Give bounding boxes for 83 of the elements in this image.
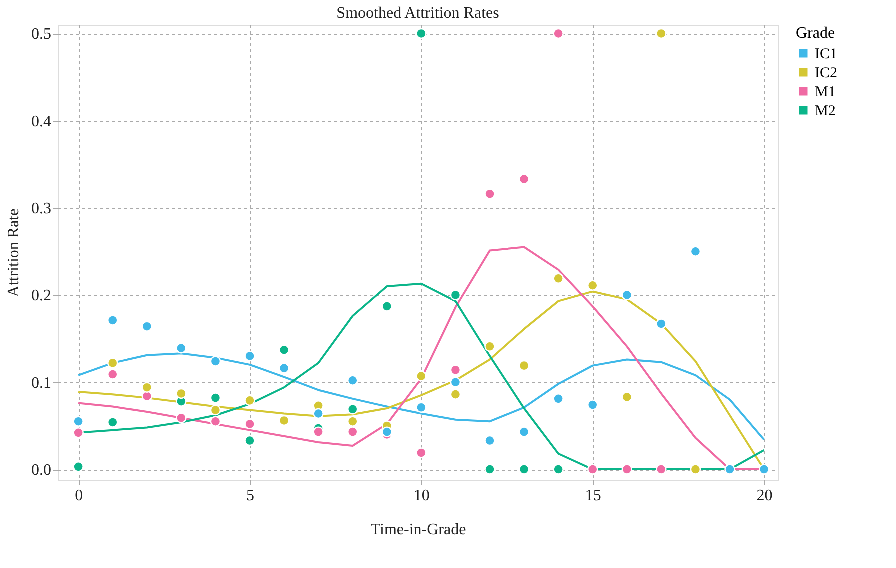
point [210,392,222,404]
point [484,341,496,352]
y-tick-label: 0.5 [32,26,52,44]
point [588,280,598,291]
y-tick-label: 0.0 [32,462,52,480]
point [450,290,462,301]
point [210,404,222,416]
point [553,273,564,284]
point [450,364,462,376]
chart-title: Smoothed Attrition Rates [336,5,500,22]
point [244,395,256,406]
point [758,464,770,475]
point [73,416,84,427]
point [348,375,358,386]
point [210,356,222,367]
x-tick-label: 15 [585,488,602,504]
point [382,426,392,438]
point [484,435,496,446]
point [244,350,256,362]
point [142,321,152,332]
y-tick-label: 0.2 [32,288,52,305]
point [553,464,564,475]
point [348,404,358,415]
y-tick-label: 0.3 [32,200,52,218]
point [553,394,564,404]
point [416,402,427,413]
point [622,464,632,475]
point [416,28,427,40]
point [244,435,256,446]
point [210,416,222,427]
point [176,412,187,424]
point [690,246,702,257]
point [416,448,427,458]
point [142,382,152,393]
point [313,408,324,420]
point [553,28,564,40]
y-tick-label: 0.4 [32,113,52,130]
x-tick-label: 0 [75,488,84,504]
point [108,315,118,326]
point [176,388,187,400]
point [244,418,256,430]
point [450,377,462,388]
point [518,464,530,475]
point [108,417,118,428]
point [278,415,290,426]
point [724,464,736,475]
point [73,462,84,472]
point [656,318,667,330]
legend-label: IC1 [815,46,838,62]
point [622,290,632,301]
point [73,428,84,438]
point [588,464,598,475]
point [416,370,427,382]
point [108,358,118,369]
point [518,426,530,438]
point [313,426,324,438]
point [622,392,632,403]
point [278,363,290,374]
point [278,344,290,356]
point [348,426,358,438]
x-tick-label: 5 [246,488,254,504]
legend-label: M1 [815,84,836,100]
point [518,360,530,372]
point [176,343,187,354]
point [690,464,702,475]
point [382,301,392,312]
legend-label: IC2 [815,66,838,82]
point [484,464,496,475]
point [588,400,598,410]
point [348,416,358,427]
point [656,464,667,475]
y-axis-title: Attrition Rate [6,208,22,298]
x-tick-label: 20 [756,488,773,504]
point [484,188,496,200]
x-axis-title: Time-in-Grade [370,522,466,538]
point [656,28,667,40]
x-tick-label: 10 [414,488,430,504]
point [108,369,118,380]
point [450,389,462,400]
legend-title: Grade [796,25,836,42]
point [518,174,530,185]
y-tick-label: 0.1 [32,374,52,392]
legend-label: M2 [815,104,836,120]
